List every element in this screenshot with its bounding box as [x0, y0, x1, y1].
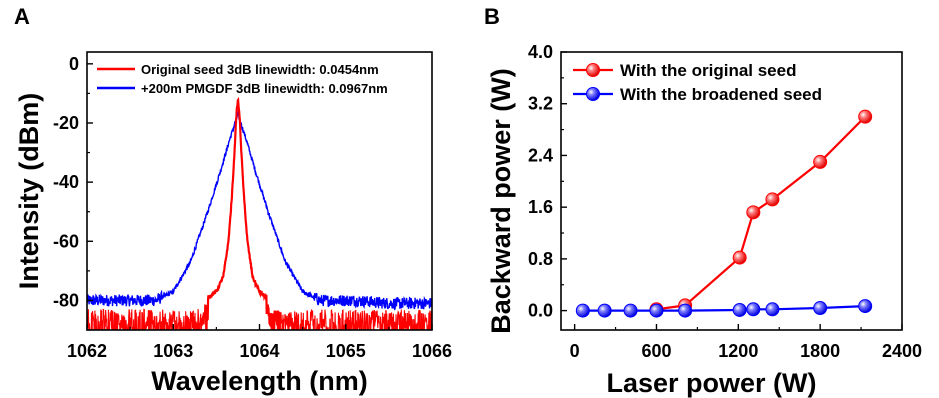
y-tick-label-b: 0.0 — [528, 301, 553, 321]
data-point-original-seed — [732, 250, 747, 265]
series-line-pmgdf — [87, 110, 432, 311]
data-point-broadened-seed — [732, 302, 747, 317]
panel-a-x-axis-title: Wavelength (nm) — [151, 366, 368, 396]
legend-label-b: With the broadened seed — [620, 85, 822, 104]
data-point-broadened-seed — [649, 303, 664, 318]
y-tick-label-b: 1.6 — [528, 197, 553, 217]
legend-label-a: +200m PMGDF 3dB linewidth: 0.0967nm — [141, 81, 388, 96]
data-point-broadened-seed — [746, 302, 761, 317]
series-line-original-seed — [656, 115, 866, 311]
x-tick-label-b: 600 — [641, 341, 671, 361]
data-point-broadened-seed — [678, 303, 693, 318]
panel-b-frame — [560, 51, 903, 331]
data-point-broadened-seed — [597, 303, 612, 318]
data-point-broadened-seed — [858, 299, 873, 314]
data-point-broadened-seed — [813, 301, 828, 316]
x-tick-label-b: 1800 — [800, 341, 840, 361]
panel-letter-b: B — [484, 4, 500, 29]
x-tick-label-b: 0 — [570, 341, 580, 361]
y-tick-label-b: 0.8 — [528, 249, 553, 269]
y-tick-label-b: 3.2 — [528, 94, 553, 114]
data-point-broadened-seed — [575, 303, 590, 318]
x-tick-label-a: 1066 — [412, 341, 452, 361]
panel-a-y-axis-title: Intensity (dBm) — [14, 93, 44, 290]
panel-b-y-axis-title: Backward power (W) — [486, 68, 516, 334]
legend-label-b: With the original seed — [620, 61, 796, 80]
y-tick-label-a: -20 — [53, 113, 79, 133]
series-line-broadened-seed — [582, 305, 866, 312]
data-point-original-seed — [765, 192, 780, 207]
y-tick-label-b: 2.4 — [528, 145, 553, 165]
x-tick-label-a: 1065 — [326, 341, 366, 361]
legend-label-a: Original seed 3dB linewidth: 0.0454nm — [141, 62, 379, 77]
x-tick-label-a: 1064 — [239, 341, 279, 361]
panel-letter-a: A — [14, 4, 30, 29]
x-tick-label-b: 1200 — [718, 341, 758, 361]
legend-marker-b — [586, 63, 600, 77]
y-tick-label-b: 4.0 — [528, 42, 553, 62]
data-point-original-seed — [858, 109, 873, 124]
y-tick-label-a: -40 — [53, 172, 79, 192]
data-point-original-seed — [746, 205, 761, 220]
y-tick-label-a: 0 — [69, 54, 79, 74]
panel-a-plot: 1062 1063 1064 1065 1066 0 -20 -40 -60 -80 Origina… — [53, 51, 452, 361]
data-point-broadened-seed — [765, 302, 780, 317]
data-point-broadened-seed — [623, 303, 638, 318]
x-tick-label-a: 1063 — [153, 341, 193, 361]
panel-a-series-layer — [87, 96, 432, 330]
panel-b-plot: 0 600 1200 1800 2400 0.0 0.8 1.6 2.4 3.2 4.0 With t… — [528, 42, 922, 361]
y-tick-label-a: -80 — [53, 290, 79, 310]
series-line-original-seed — [202, 96, 282, 330]
legend-marker-b — [586, 87, 600, 101]
y-tick-label-a: -60 — [53, 231, 79, 251]
x-tick-label-a: 1062 — [67, 341, 107, 361]
series-line-original-seed — [281, 309, 432, 330]
series-line-original-seed — [87, 308, 204, 330]
data-point-original-seed — [813, 154, 828, 169]
x-tick-label-b: 2400 — [882, 341, 922, 361]
panel-b-x-axis-title: Laser power (W) — [606, 368, 816, 398]
